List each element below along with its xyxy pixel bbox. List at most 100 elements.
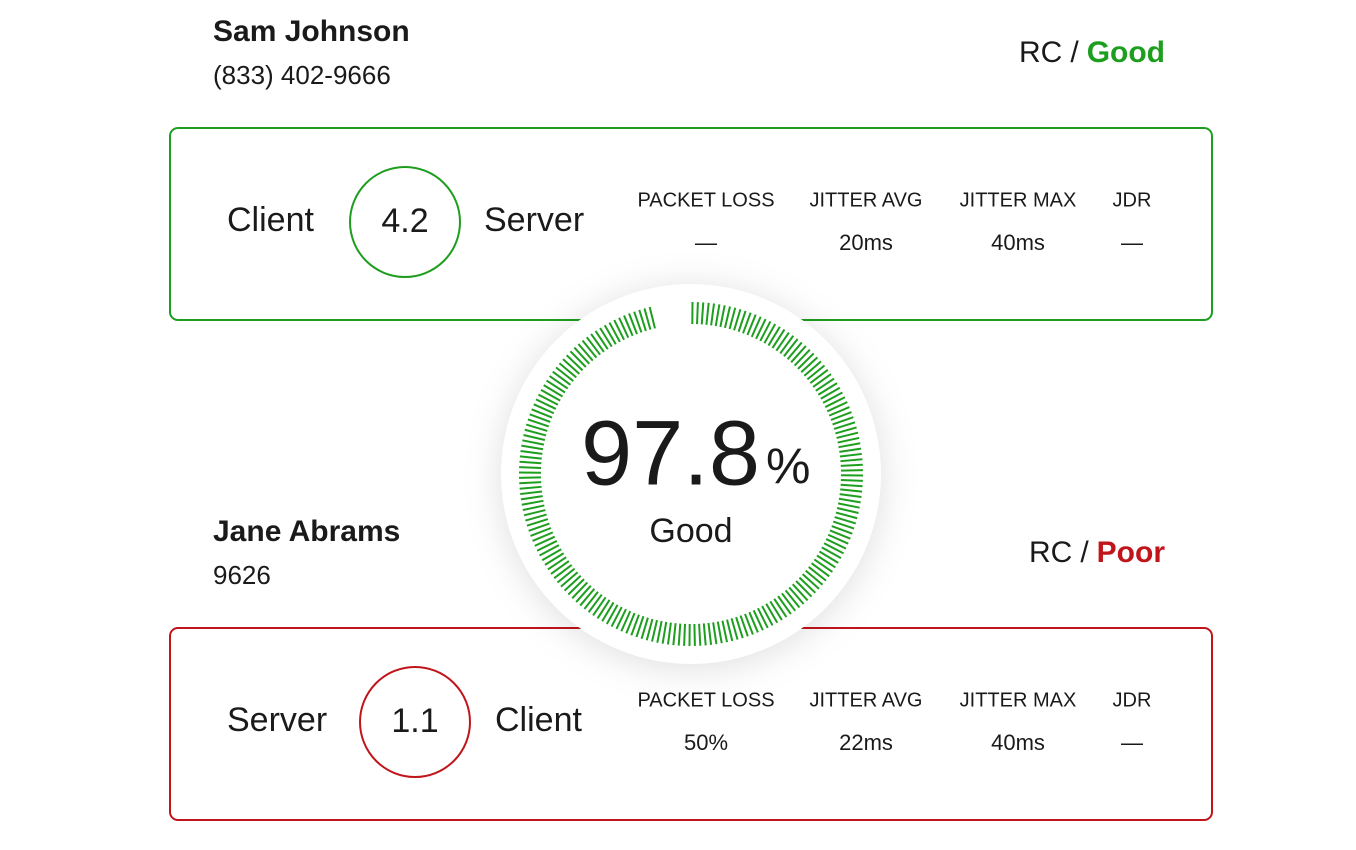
gauge-tick <box>610 606 623 628</box>
endpoint-left: Client <box>227 201 314 239</box>
gauge-tick <box>520 495 543 501</box>
rc-label: RC <box>1029 536 1072 569</box>
rc-label: RC <box>1019 36 1062 69</box>
metric-label: JITTER MAX <box>960 689 1077 711</box>
gauge-tick <box>769 600 783 621</box>
metric-label: JDR <box>1113 189 1152 211</box>
score: 4.2 <box>381 202 428 240</box>
gauge-tick <box>583 591 599 610</box>
gauge-status: Good <box>649 512 732 550</box>
gauge-tick <box>560 571 579 588</box>
gauge-tick <box>793 348 811 367</box>
rc-status: RC / Good <box>1019 36 1165 69</box>
gauge-tick <box>835 426 857 435</box>
gauge-tick <box>696 302 699 325</box>
metric-value: 22ms <box>839 730 893 755</box>
gauge-tick <box>519 485 542 490</box>
gauge-tick <box>779 335 795 355</box>
gauge-tick <box>546 379 566 394</box>
gauge-tick <box>613 319 625 341</box>
gauge-tick <box>808 566 827 582</box>
gauge-tick <box>721 620 729 643</box>
gauge-tick <box>829 529 851 540</box>
gauge-tick <box>831 525 853 535</box>
gauge-tick <box>594 330 609 350</box>
gauge-tick <box>587 593 603 613</box>
gauge-tick <box>535 398 557 410</box>
gauge-tick <box>775 332 790 352</box>
gauge-value: 97.8 <box>581 402 760 504</box>
metric-label: PACKET LOSS <box>637 189 774 211</box>
gauge-tick <box>522 439 545 446</box>
gauge-tick <box>700 302 705 325</box>
gauge-tick <box>817 382 838 396</box>
gauge-tick <box>605 604 619 625</box>
gauge-tick <box>786 341 803 360</box>
gauge-tick <box>744 613 754 635</box>
gauge-tick <box>821 546 842 560</box>
gauge-tick <box>543 384 564 398</box>
gauge-tick <box>823 542 845 555</box>
gauge-tick <box>532 531 554 542</box>
gauge-tick <box>677 623 682 646</box>
gauge-tick <box>672 623 677 646</box>
rc-status: RC / Poor <box>1029 536 1165 569</box>
gauge-tick <box>567 578 585 596</box>
gauge-tick <box>781 592 797 612</box>
gauge-tick <box>705 302 710 325</box>
gauge-tick <box>623 315 634 337</box>
gauge-tick <box>656 620 663 643</box>
metric-label: JITTER AVG <box>810 689 923 711</box>
gauge-background <box>501 284 881 664</box>
gauge-tick <box>707 622 713 645</box>
gauge-tick <box>519 466 542 469</box>
gauge-tick <box>635 615 645 638</box>
gauge-tick <box>840 488 863 493</box>
score-circle <box>349 166 461 278</box>
gauge-tick <box>810 562 830 578</box>
gauge-tick <box>797 352 815 370</box>
gauge-tick <box>531 408 553 419</box>
gauge-tick <box>633 311 643 333</box>
gauge-tick <box>645 618 654 641</box>
gauge-tick <box>638 309 647 332</box>
gauge-tick <box>828 406 850 417</box>
caller-name: Jane Abrams <box>213 515 400 548</box>
gauge-tick <box>537 393 559 406</box>
gauge-tick <box>521 444 544 451</box>
gauge-tick <box>832 416 854 426</box>
metric-value: — <box>1121 730 1143 755</box>
gauge-tick <box>710 303 716 326</box>
gauge-tick <box>601 601 615 622</box>
gauge-tick <box>813 558 833 573</box>
rc-separator: / <box>1070 36 1079 69</box>
gauge-tick <box>837 502 860 509</box>
gauge-tick <box>757 607 769 629</box>
metric-label: JITTER MAX <box>960 189 1077 211</box>
gauge-tick <box>836 507 859 514</box>
gauge-tick <box>549 375 569 390</box>
endpoint-right: Server <box>484 201 584 239</box>
gauge-tick <box>798 576 817 594</box>
gauge-tick <box>540 388 561 402</box>
gauge-tick <box>839 493 862 499</box>
gauge-tick <box>536 540 558 552</box>
metric-value: 40ms <box>991 230 1045 255</box>
gauge-tick <box>818 550 839 564</box>
gauge-tick <box>555 366 574 382</box>
gauge-unit: % <box>766 438 810 494</box>
gauge-tick <box>716 621 723 644</box>
gauge-tick <box>528 522 550 532</box>
gauge-tick <box>520 449 543 455</box>
rc-separator: / <box>1080 536 1089 569</box>
gauge-tick <box>815 377 835 392</box>
gauge-tick <box>539 544 560 557</box>
gauge-tick <box>761 605 774 626</box>
gauge-tick <box>840 463 863 467</box>
gauge-tick <box>585 336 601 356</box>
gauge-tick <box>661 621 668 644</box>
gauge-tick <box>840 479 863 482</box>
gauge-tick <box>579 588 596 607</box>
gauge-tick <box>791 583 809 602</box>
metric-value: 20ms <box>839 230 893 255</box>
